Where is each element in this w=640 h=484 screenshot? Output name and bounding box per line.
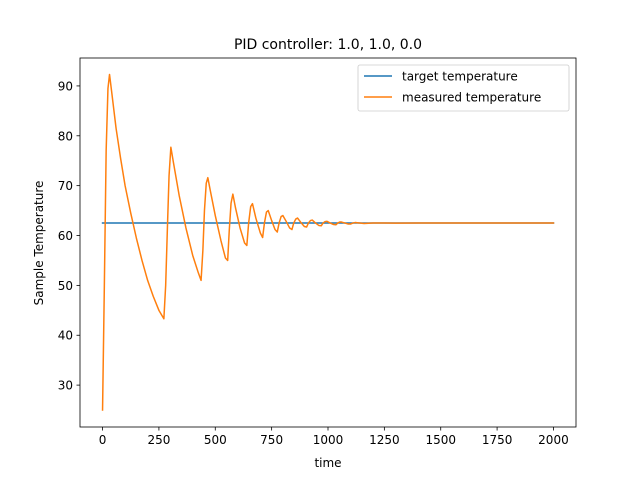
legend-label-0: target temperature <box>402 70 518 84</box>
axes: 0 250 500 750 1000 1250 1500 1750 2000 30 40 50 60 70… <box>58 57 577 447</box>
x-tick-label: 1250 <box>369 433 400 447</box>
x-tick-label: 1750 <box>482 433 513 447</box>
y-tick-label: 80 <box>58 129 73 143</box>
y-tick-label: 60 <box>58 229 73 243</box>
y-tick-label: 30 <box>58 379 73 393</box>
x-tick-label: 500 <box>204 433 227 447</box>
legend: target temperature measured temperature <box>357 64 570 112</box>
legend-label-1: measured temperature <box>402 91 541 105</box>
y-tick-label: 50 <box>58 279 73 293</box>
x-tick-label: 0 <box>99 433 107 447</box>
chart-title: PID controller: 1.0, 1.0, 0.0 <box>234 37 422 53</box>
x-tick-label: 1500 <box>425 433 456 447</box>
series-line-1 <box>101 73 555 411</box>
y-tick-label: 40 <box>58 329 73 343</box>
x-tick-label: 250 <box>147 433 170 447</box>
y-tick-label: 70 <box>58 179 73 193</box>
x-tick-label: 750 <box>260 433 283 447</box>
x-axis-label: time <box>314 456 341 470</box>
y-tick-label: 90 <box>58 79 73 93</box>
plot-area <box>101 73 555 411</box>
legend-box <box>357 64 570 112</box>
x-tick-label: 2000 <box>538 433 569 447</box>
y-axis-label: Sample Temperature <box>32 181 46 306</box>
x-tick-label: 1000 <box>313 433 344 447</box>
